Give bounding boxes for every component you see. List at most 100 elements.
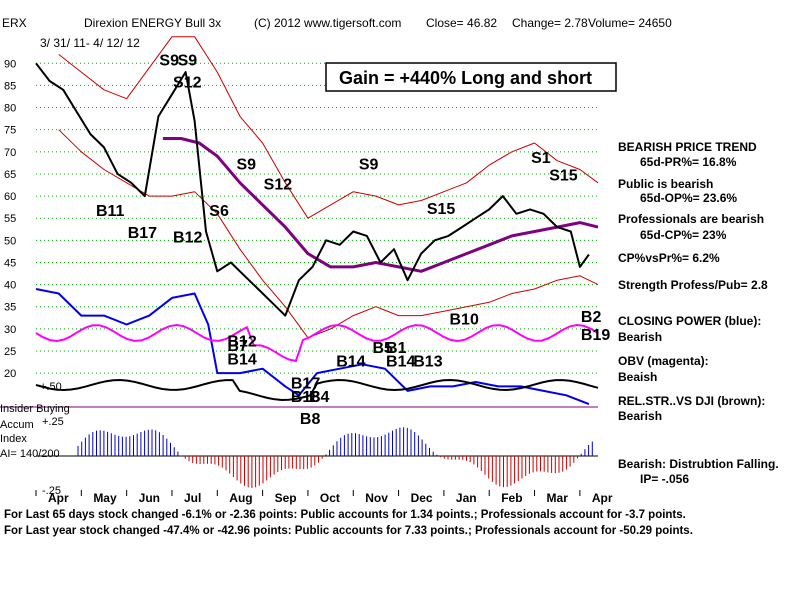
sidebar-line: IP= -.056 [640,472,689,486]
y-tick-label: 60 [4,191,16,203]
y-tick-label: 55 [4,213,16,225]
signal-b8: B8 [300,411,321,428]
footer-line-65d: For Last 65 days stock changed -6.1% or … [4,509,686,521]
signal-b11: B11 [96,203,125,220]
y-tick-label: 40 [4,280,16,292]
sidebar-line: CP%vsPr%= 6.2% [618,251,720,265]
month-label: Dec [411,491,433,505]
inset-mid-label: +.25 [42,416,64,428]
volume-value: Volume= 24650 [588,16,672,30]
signal-b19: B19 [581,327,610,344]
signal-b14: B14 [386,354,415,371]
change-value: Change= 2.78 [512,16,588,30]
signal-s9: S9 [178,52,198,69]
sidebar-line: BEARISH PRICE TREND [618,140,757,154]
upper-band-line [58,36,599,219]
signal-b17: B17 [128,225,157,242]
sidebar-line: REL.STR..VS DJI (brown): [618,394,765,408]
signal-b12: B12 [227,334,256,351]
gain-box [325,62,617,92]
signal-s1: S1 [531,150,551,167]
symbol: ERX [2,16,27,30]
copyright: (C) 2012 www.tigersoft.com [254,16,401,30]
sidebar-line: 65d-CP%= 23% [640,228,727,242]
signal-b5: B5 [372,340,393,357]
signal-b10: B10 [450,311,479,328]
relstr-line [35,378,599,402]
y-tick-label: 75 [4,125,16,137]
signal-b12: B12 [173,230,202,247]
gain-text: Gain = +440% Long and short [339,68,592,88]
signal-b14: B14 [336,354,365,371]
y-axis: 20 25 30 35 40 45 50 55 60 65 70 75 80 85 90 [4,58,16,380]
bollinger-bands [58,36,599,339]
sidebar-line: Beaish [618,370,657,384]
y-tick-label: 80 [4,103,16,115]
sidebar-line: Public is bearish [618,177,713,191]
date-range: 3/ 31/ 11- 4/ 12/ 12 [40,36,140,50]
signal-s12: S12 [173,75,202,92]
signal-s6: S6 [209,203,229,220]
sidebar-line: Bearish: Distrubtion Falling. [618,457,779,471]
closing-power-line [35,288,590,406]
insider-label: Insider Buying [0,403,70,415]
sidebar-line: 65d-OP%= 23.6% [640,191,737,205]
inset-bottom-label: -.25 [42,485,61,497]
signal-s9: S9 [236,157,256,174]
signal-b7: B7 [227,338,248,355]
y-tick-label: 30 [4,324,16,336]
accum-label: Accum [0,419,34,431]
y-tick-label: 50 [4,235,16,247]
sidebar-line: OBV (magenta): [618,354,709,368]
footer-line-year: For Last year stock changed -47.4% or -4… [4,525,693,537]
month-label: Nov [365,491,388,505]
obv-line [35,323,599,363]
signal-b2: B2 [581,309,602,326]
signal-b18: B18 [291,389,320,406]
sidebar-line: Bearish [618,409,662,423]
signal-b13: B13 [413,354,442,371]
month-label: Jul [184,491,201,505]
y-tick-label: 35 [4,302,16,314]
ma65-line [162,137,599,273]
x-axis-months: Apr May Jun Jul Aug Sep Oct Nov Dec Jan Feb Mar Apr [35,490,613,505]
month-label: Oct [320,491,340,505]
indicator-lines [35,137,599,406]
accum-index-panel [0,406,598,488]
y-tick-label: 70 [4,147,16,159]
y-tick-label: 90 [4,58,16,70]
chart-title: Direxion ENERGY Bull 3x [84,16,221,30]
signal-b4: B4 [309,389,330,406]
month-label: Apr [592,491,613,505]
inset-top-label: +.50 [40,381,62,393]
sidebar-line: Strength Profess/Pub= 2.8 [618,278,768,292]
signal-s15: S15 [427,201,456,218]
sidebar-line: Professionals are bearish [618,212,764,226]
signal-s12: S12 [264,176,293,193]
signal-b17: B17 [291,376,320,393]
month-label: Jun [139,491,160,505]
signal-b14: B14 [227,351,256,368]
month-label: Aug [229,491,252,505]
sidebar-line: 65d-PR%= 16.8% [640,155,737,169]
signal-s9: S9 [159,52,179,69]
sidebar-line: Bearish [618,330,662,344]
y-tick-label: 25 [4,346,16,358]
price-line [35,62,590,317]
lower-band-line [58,129,599,339]
y-tick-label: 20 [4,368,16,380]
sidebar-line: CLOSING POWER (blue): [618,314,761,328]
month-label: May [93,491,117,505]
index-label: Index [0,433,27,445]
price-series [35,62,590,317]
y-tick-label: 85 [4,80,16,92]
y-tick-label: 65 [4,169,16,181]
ai-label: AI= 140/200 [0,448,60,460]
month-label: Apr [48,491,69,505]
close-value: Close= 46.82 [426,16,497,30]
month-label: Mar [547,491,569,505]
y-tick-label: 45 [4,257,16,269]
